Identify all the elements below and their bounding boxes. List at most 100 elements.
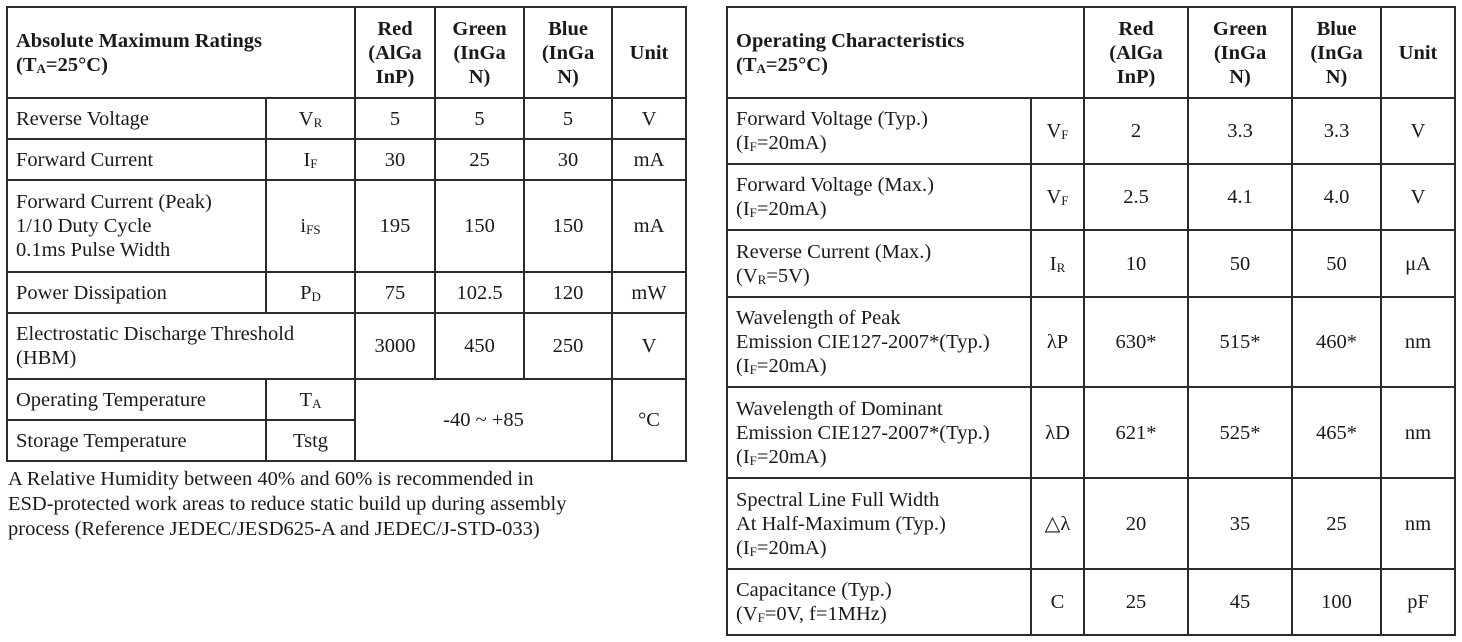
symbol: λP (1029, 296, 1086, 388)
green-value: 525* (1187, 386, 1294, 479)
unit: mA (611, 138, 688, 181)
symbol: IF (264, 138, 357, 181)
column-header-blue: Blue (InGa N) (523, 6, 614, 99)
table-row: Forward Voltage (Typ.) (IF=20mA) VF 2 3.3… (726, 97, 1457, 165)
symbol: C (1029, 568, 1086, 636)
unit: mA (611, 179, 688, 273)
table-row: Forward Current IF 30 25 30 mA (6, 138, 688, 181)
blue-value: 25 (1291, 477, 1383, 570)
green-value: 102.5 (434, 271, 526, 314)
column-header-green: Green (InGa N) (1187, 6, 1294, 99)
blue-value: 5 (523, 97, 614, 140)
blue-value: 3.3 (1291, 97, 1383, 165)
symbol: λD (1029, 386, 1086, 479)
green-value: 4.1 (1187, 163, 1294, 231)
column-header-blue: Blue (InGa N) (1291, 6, 1383, 99)
table-row: Spectral Line Full Width At Half-Maximum … (726, 477, 1457, 570)
table-title: Absolute Maximum Ratings (TA=25°C) (5, 6, 357, 99)
param-label: Operating Temperature (6, 378, 267, 421)
green-value: 450 (434, 312, 526, 380)
red-value: 10 (1083, 229, 1190, 298)
table-row: Wavelength of Dominant Emission CIE127-20… (726, 386, 1457, 479)
red-value: 195 (354, 179, 437, 273)
blue-value: 460* (1291, 296, 1383, 388)
column-header-red: Red (AlGa InP) (354, 6, 437, 99)
param-label: Power Dissipation (6, 271, 267, 314)
param-label: Wavelength of Peak Emission CIE127-2007*(… (726, 296, 1032, 388)
blue-value: 150 (523, 179, 614, 273)
green-value: 5 (434, 97, 526, 140)
unit: V (611, 312, 688, 380)
param-label: Capacitance (Typ.) (VF=0V, f=1MHz) (726, 568, 1032, 636)
param-label: Forward Voltage (Typ.) (IF=20mA) (726, 97, 1032, 165)
blue-value: 4.0 (1291, 163, 1383, 231)
blue-value: 100 (1291, 568, 1383, 636)
param-label: Forward Current (Peak) 1/10 Duty Cycle 0.1… (6, 179, 267, 273)
green-value: 150 (434, 179, 526, 273)
unit: nm (1380, 477, 1457, 570)
green-value: 3.3 (1187, 97, 1294, 165)
table-row: Power Dissipation PD 75 102.5 120 mW (6, 271, 688, 314)
symbol: VR (264, 97, 357, 140)
table-row: Storage Temperature Tstg (6, 419, 686, 462)
unit: mW (611, 271, 688, 314)
table-row: Forward Voltage (Max.) (IF=20mA) VF 2.5 4… (726, 163, 1457, 231)
red-value: 630* (1083, 296, 1190, 388)
unit: nm (1380, 296, 1457, 388)
unit: nm (1380, 386, 1457, 479)
column-header-green: Green (InGa N) (434, 6, 526, 99)
column-header-unit: Unit (1380, 6, 1457, 99)
table-title: Operating Characteristics (TA=25°C) (725, 6, 1086, 99)
red-value: 75 (354, 271, 437, 314)
green-value: 25 (434, 138, 526, 181)
red-value: 25 (1083, 568, 1190, 636)
blue-value: 250 (523, 312, 614, 380)
green-value: 50 (1187, 229, 1294, 298)
symbol: iFS (264, 179, 357, 273)
green-value: 515* (1187, 296, 1294, 388)
unit: V (1380, 97, 1457, 165)
red-value: 30 (354, 138, 437, 181)
unit: V (611, 97, 688, 140)
symbol: VF (1029, 97, 1086, 165)
unit: V (1380, 163, 1457, 231)
red-value: 5 (354, 97, 437, 140)
param-label: Electrostatic Discharge Threshold (HBM) (5, 312, 357, 380)
red-value: 621* (1083, 386, 1190, 479)
param-label: Spectral Line Full Width At Half-Maximum … (726, 477, 1032, 570)
operating-characteristics-table: Operating Characteristics (TA=25°C) Red(… (725, 6, 1457, 636)
red-value: 2.5 (1083, 163, 1190, 231)
symbol: △λ (1029, 477, 1086, 570)
param-label: Forward Voltage (Max.) (IF=20mA) (726, 163, 1032, 231)
symbol: Tstg (264, 419, 357, 462)
unit: pF (1380, 568, 1457, 636)
column-header-unit: Unit (611, 6, 688, 99)
red-value: 3000 (354, 312, 437, 380)
blue-value: 465* (1291, 386, 1383, 479)
table-row: Reverse Current (Max.) (VR=5V) IR 10 50 5… (726, 229, 1457, 298)
param-label: Reverse Current (Max.) (VR=5V) (726, 229, 1032, 298)
table-row: Reverse Voltage VR 5 5 5 V (6, 97, 688, 140)
table-row: Operating Temperature TA -40 ~ +85 °C (6, 378, 688, 462)
blue-value: 30 (523, 138, 614, 181)
table-row: Forward Current (Peak) 1/10 Duty Cycle 0.1… (6, 179, 688, 273)
symbol: VF (1029, 163, 1086, 231)
symbol: PD (264, 271, 357, 314)
table-row: Electrostatic Discharge Threshold (HBM) 3… (5, 312, 688, 380)
unit: °C (611, 378, 688, 462)
symbol: TA (264, 378, 357, 421)
blue-value: 120 (523, 271, 614, 314)
red-value: 20 (1083, 477, 1190, 570)
param-label: Wavelength of Dominant Emission CIE127-20… (726, 386, 1032, 479)
table-row: Capacitance (Typ.) (VF=0V, f=1MHz) C 25 4… (726, 568, 1457, 636)
green-value: 35 (1187, 477, 1294, 570)
unit: μA (1380, 229, 1457, 298)
absolute-maximum-ratings-table: Absolute Maximum Ratings (TA=25°C) Red (A… (5, 6, 688, 462)
esd-note: A Relative Humidity between 40% and 60% … (8, 468, 567, 540)
blue-value: 50 (1291, 229, 1383, 298)
param-label: Reverse Voltage (6, 97, 267, 140)
table-row: Wavelength of Peak Emission CIE127-2007*(… (726, 296, 1457, 388)
red-value: 2 (1083, 97, 1190, 165)
symbol: IR (1029, 229, 1086, 298)
param-label: Storage Temperature (6, 419, 267, 462)
